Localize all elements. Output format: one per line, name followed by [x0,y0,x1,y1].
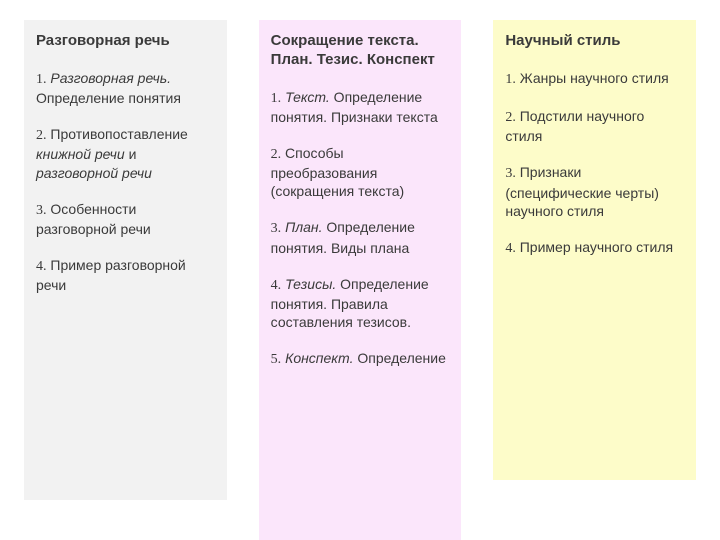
item-number: 2. [505,110,516,125]
item-text: Способы преобразования (сокращения текст… [271,145,405,199]
column-1-item-3: 3. Особенности разговорной речи [36,200,215,238]
column-2-item-3: 3. План. Определение понятия. Виды плана [271,218,450,256]
column-2-title: Сокращение текста. План. Тезис. Конспект [271,32,450,70]
column-2-item-5: 5. Конспект. Определение [271,349,450,369]
column-3-item-2: 2. Подстили научного стиля [505,107,684,145]
column-3-item-4: 4. Пример научного стиля [505,238,684,258]
item-number: 1. [271,91,282,106]
item-number: 1. [505,72,516,87]
column-1-item-4: 4. Пример разговорной речи [36,256,215,294]
item-text: Противопоставление [47,126,188,142]
item-number: 1. [36,72,47,87]
item-number: 2. [271,147,282,162]
column-2-item-4: 4. Тезисы. Определение понятия. Правила … [271,275,450,332]
item-number: 4. [505,241,516,256]
column-3-title: Научный стиль [505,32,684,51]
item-number: 5. [271,352,282,367]
column-1-item-2: 2. Противопоставление книжной речи и раз… [36,125,215,182]
column-3: Научный стиль 1. Жанры научного стиля 2.… [493,20,696,480]
item-number: 3. [36,203,47,218]
column-2: Сокращение текста. План. Тезис. Конспект… [259,20,462,540]
columns-container: Разговорная речь 1. Разговорная речь. Оп… [0,0,720,540]
column-1-title: Разговорная речь [36,32,215,51]
column-3-item-1: 1. Жанры научного стиля [505,69,684,89]
column-2-item-1: 1. Текст. Определение понятия. Признаки … [271,88,450,126]
item-text: Особенности разговорной речи [36,201,151,237]
item-text: Жанры научного стиля [516,70,669,86]
item-text: Определение [353,350,445,366]
column-1: Разговорная речь 1. Разговорная речь. Оп… [24,20,227,500]
item-number: 4. [271,278,282,293]
item-italic: Конспект. [285,350,353,366]
item-italic: Текст. [285,89,330,105]
item-italic: разговорной речи [36,165,152,181]
item-italic: книжной речи [36,146,125,162]
item-text: Определение понятия [36,90,181,106]
column-3-item-3: 3. Признаки (специфические черты) научно… [505,163,684,220]
item-number: 3. [271,221,282,236]
item-text: Пример научного стиля [516,239,673,255]
column-1-item-1: 1. Разговорная речь. Определение понятия [36,69,215,107]
item-number: 4. [36,259,47,274]
item-number: 3. [505,166,516,181]
item-number: 2. [36,128,47,143]
column-2-item-2: 2. Способы преобразования (сокращения те… [271,144,450,201]
item-italic: Тезисы. [285,276,336,292]
item-text: и [125,146,137,162]
item-text: Признаки (специфические черты) научного … [505,164,659,218]
item-italic: Разговорная речь. [50,70,171,86]
item-text: Подстили научного стиля [505,108,644,144]
item-text: Пример разговорной речи [36,257,186,293]
item-italic: План. [285,219,322,235]
